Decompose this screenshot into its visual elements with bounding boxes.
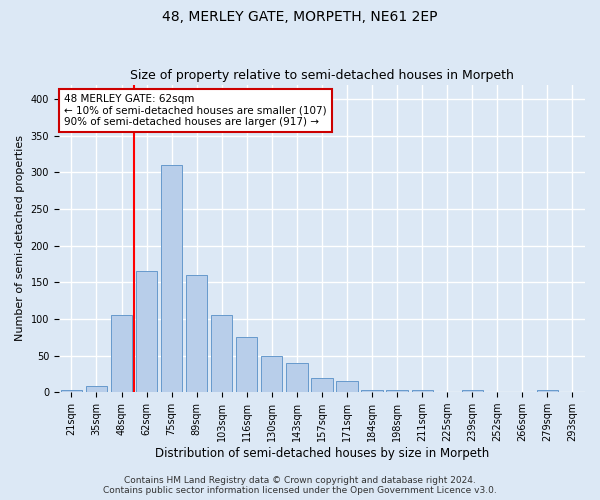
X-axis label: Distribution of semi-detached houses by size in Morpeth: Distribution of semi-detached houses by … [155, 447, 489, 460]
Bar [236, 338, 257, 392]
Bar [412, 390, 433, 392]
Bar [61, 390, 82, 392]
Bar [337, 381, 358, 392]
Bar [461, 390, 483, 392]
Text: 48, MERLEY GATE, MORPETH, NE61 2EP: 48, MERLEY GATE, MORPETH, NE61 2EP [162, 10, 438, 24]
Bar [161, 165, 182, 392]
Bar [361, 390, 383, 392]
Bar [136, 272, 157, 392]
Y-axis label: Number of semi-detached properties: Number of semi-detached properties [15, 136, 25, 342]
Text: Contains HM Land Registry data © Crown copyright and database right 2024.
Contai: Contains HM Land Registry data © Crown c… [103, 476, 497, 495]
Bar [86, 386, 107, 392]
Bar [186, 275, 208, 392]
Text: 48 MERLEY GATE: 62sqm
← 10% of semi-detached houses are smaller (107)
90% of sem: 48 MERLEY GATE: 62sqm ← 10% of semi-deta… [64, 94, 327, 127]
Bar [311, 378, 332, 392]
Bar [111, 316, 132, 392]
Bar [211, 316, 232, 392]
Bar [286, 363, 308, 392]
Bar [261, 356, 283, 392]
Title: Size of property relative to semi-detached houses in Morpeth: Size of property relative to semi-detach… [130, 69, 514, 82]
Bar [537, 390, 558, 392]
Bar [386, 390, 408, 392]
